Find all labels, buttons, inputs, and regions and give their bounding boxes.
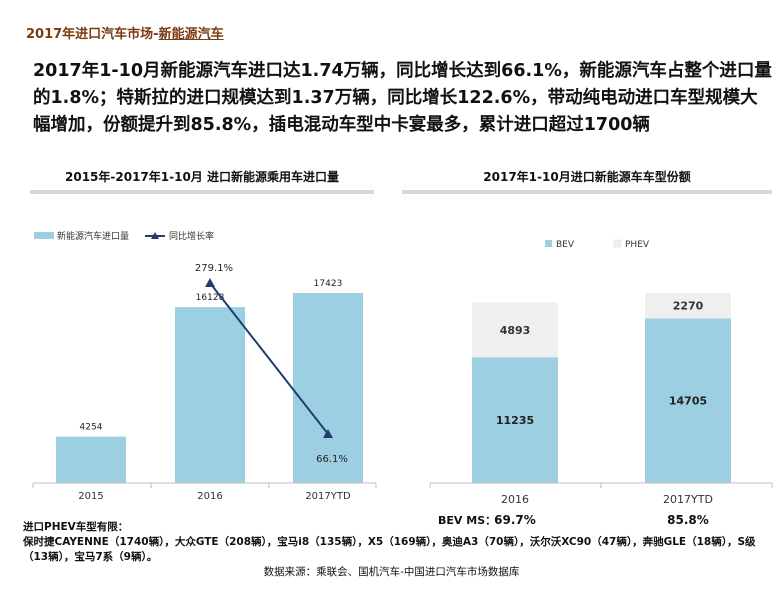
headline-text: 2017年1-10月新能源汽车进口达1.74万辆，同比增长达到66.1%，新能源…: [33, 61, 772, 135]
legend-label-phev: PHEV: [625, 240, 650, 250]
bar-bev: [645, 318, 731, 483]
right-chart-title-rule: [402, 190, 772, 194]
bar-import-volume: [293, 293, 363, 483]
source-note: 数据来源：乘联会、国机汽车-中国进口汽车市场数据库: [263, 566, 520, 578]
x-tick-label: 2016: [501, 493, 529, 506]
bar-bev: [472, 357, 558, 483]
bar-import-volume: [56, 436, 126, 483]
legend-swatch-bev: [545, 240, 552, 247]
bar-bev-label: 11235: [496, 414, 534, 427]
x-tick-label: 2017YTD: [305, 491, 351, 502]
x-tick-label: 2017YTD: [663, 493, 713, 506]
phev-notes-title: 进口PHEV车型有限：: [23, 521, 129, 533]
legend-label-bev: BEV: [556, 240, 575, 250]
x-tick-label: 2015: [78, 491, 103, 502]
growth-rate-marker: [205, 278, 215, 287]
legend-marker-line: [151, 232, 159, 239]
bar-bev-label: 14705: [669, 395, 707, 408]
bar-value-label: 16128: [196, 293, 225, 303]
legend-swatch-phev: [613, 239, 622, 248]
phev-notes-body: 保时捷CAYENNE（1740辆），大众GTE（208辆），宝马i8（135辆）…: [23, 536, 756, 563]
left-chart-title-rule: [30, 190, 374, 194]
bev-share-value: 69.7%: [494, 513, 536, 527]
bar-phev: [645, 293, 731, 319]
page-title: 2017年进口汽车市场-新能源汽车: [26, 27, 224, 42]
left-chart-title: 2015年-2017年1-10月 进口新能源乘用车进口量: [65, 170, 339, 184]
bev-share-label: BEV MS：: [438, 514, 496, 527]
growth-rate-line: [209, 282, 329, 435]
x-tick-label: 2016: [197, 491, 222, 502]
growth-rate-label: 66.1%: [316, 454, 348, 465]
legend-label-line: 同比增长率: [169, 230, 214, 242]
growth-rate-marker: [323, 429, 333, 438]
bev-share-value: 85.8%: [667, 513, 709, 527]
bar-phev-label: 2270: [673, 300, 704, 313]
bar-import-volume: [175, 307, 245, 483]
bar-value-label: 17423: [314, 279, 343, 289]
growth-rate-label: 279.1%: [195, 263, 233, 274]
bar-phev: [472, 302, 558, 358]
phev-notes: 进口PHEV车型有限： 保时捷CAYENNE（1740辆），大众GTE（208辆…: [23, 520, 778, 565]
legend-label-bar: 新能源汽车进口量: [57, 230, 129, 242]
bar-value-label: 4254: [80, 423, 103, 433]
page-title-emphasis: 新能源汽车: [158, 27, 224, 42]
bar-phev-label: 4893: [500, 324, 531, 337]
right-chart-title: 2017年1-10月进口新能源车车型份额: [483, 170, 691, 184]
legend-swatch-bar: [34, 232, 54, 239]
